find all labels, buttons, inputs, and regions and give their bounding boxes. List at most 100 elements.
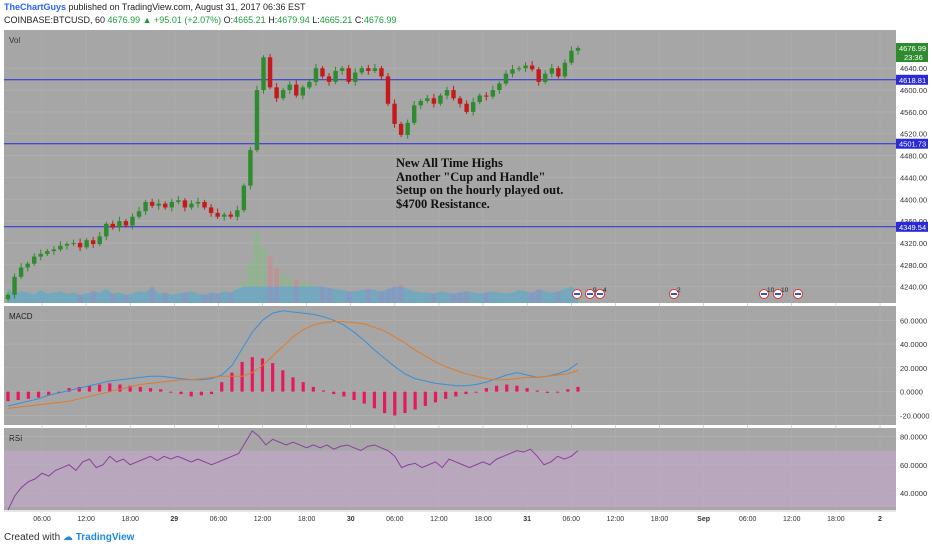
candle[interactable] <box>97 236 102 245</box>
candle[interactable] <box>529 65 535 70</box>
candle[interactable] <box>412 105 417 123</box>
candle[interactable] <box>490 90 496 97</box>
candle[interactable] <box>438 95 443 104</box>
candle[interactable] <box>444 90 450 96</box>
candle[interactable] <box>307 81 312 88</box>
candle[interactable] <box>58 245 63 250</box>
candle[interactable] <box>51 249 57 252</box>
candle[interactable] <box>405 122 410 135</box>
author-name[interactable]: TheChartGuys <box>4 2 67 12</box>
candle[interactable] <box>64 244 70 246</box>
candle[interactable] <box>274 87 279 99</box>
candle[interactable] <box>267 57 273 88</box>
candle[interactable] <box>149 201 155 206</box>
candle[interactable] <box>182 200 188 208</box>
candle[interactable] <box>176 200 181 202</box>
candle[interactable] <box>333 70 338 82</box>
candle[interactable] <box>163 203 168 208</box>
candle[interactable] <box>110 223 116 228</box>
candle[interactable] <box>543 73 548 82</box>
candle[interactable] <box>45 251 50 254</box>
candle[interactable] <box>130 216 135 226</box>
candle[interactable] <box>451 90 456 99</box>
candle[interactable] <box>484 95 489 97</box>
candle[interactable] <box>156 203 161 206</box>
candle[interactable] <box>503 73 509 84</box>
tradingview-brand[interactable]: TradingView <box>75 532 135 543</box>
candle[interactable] <box>457 98 463 104</box>
candle[interactable] <box>562 62 568 77</box>
candle[interactable] <box>195 201 201 204</box>
candle[interactable] <box>477 95 482 103</box>
candle[interactable] <box>464 103 469 112</box>
candle[interactable] <box>71 242 76 245</box>
candle[interactable] <box>169 201 174 208</box>
candle[interactable] <box>320 68 325 77</box>
candle[interactable] <box>392 103 397 124</box>
candle[interactable] <box>25 263 30 268</box>
candle[interactable] <box>235 210 240 217</box>
candle[interactable] <box>516 68 522 70</box>
candle[interactable] <box>215 212 220 217</box>
candle[interactable] <box>326 76 332 82</box>
candle[interactable] <box>261 57 266 91</box>
candle[interactable] <box>12 276 17 295</box>
candle[interactable] <box>497 83 502 91</box>
candle[interactable] <box>254 90 260 151</box>
candle[interactable] <box>77 242 83 248</box>
candle[interactable] <box>222 214 227 217</box>
candle[interactable] <box>575 48 581 51</box>
candle[interactable] <box>38 253 43 257</box>
candle[interactable] <box>32 256 37 264</box>
candle[interactable] <box>294 84 299 96</box>
candle[interactable] <box>84 240 89 248</box>
macd-panel[interactable] <box>4 306 896 425</box>
candle[interactable] <box>372 68 378 71</box>
candle[interactable] <box>300 87 306 96</box>
candle[interactable] <box>385 76 391 104</box>
candle[interactable] <box>189 203 194 208</box>
candle[interactable] <box>346 68 351 82</box>
candle[interactable] <box>536 69 541 82</box>
candle[interactable] <box>280 90 286 99</box>
candle[interactable] <box>510 69 515 74</box>
candle[interactable] <box>117 221 122 228</box>
price-panel[interactable] <box>4 30 896 303</box>
candle[interactable] <box>339 68 345 71</box>
candle[interactable] <box>523 65 528 69</box>
candle[interactable] <box>549 68 554 74</box>
price-axis[interactable] <box>896 30 932 510</box>
candle[interactable] <box>556 68 561 77</box>
macd-histogram-bar <box>230 372 234 392</box>
candle[interactable] <box>287 84 292 91</box>
candle[interactable] <box>241 185 247 211</box>
candle[interactable] <box>366 68 371 71</box>
candle[interactable] <box>202 201 207 208</box>
candle[interactable] <box>359 68 364 73</box>
candle[interactable] <box>425 98 430 101</box>
candle[interactable] <box>208 207 214 213</box>
candle[interactable] <box>18 267 24 277</box>
candle[interactable] <box>5 294 11 300</box>
candle[interactable] <box>470 102 476 112</box>
candle[interactable] <box>379 68 384 77</box>
candle[interactable] <box>431 98 437 104</box>
candle[interactable] <box>353 72 358 82</box>
candle[interactable] <box>569 50 574 63</box>
candle[interactable] <box>90 240 96 245</box>
candle[interactable] <box>418 100 423 106</box>
candle[interactable] <box>228 214 233 217</box>
candle[interactable] <box>136 211 142 217</box>
candle[interactable] <box>104 223 109 237</box>
candle[interactable] <box>248 150 253 186</box>
candle[interactable] <box>143 201 148 212</box>
candle[interactable] <box>313 68 319 82</box>
annotation-line: Setup on the hourly played out. <box>396 183 564 197</box>
rsi-line[interactable] <box>7 430 579 511</box>
candle[interactable] <box>398 123 404 135</box>
macd-line[interactable] <box>7 310 579 407</box>
candle[interactable] <box>123 221 129 226</box>
signal-line[interactable] <box>7 320 579 409</box>
